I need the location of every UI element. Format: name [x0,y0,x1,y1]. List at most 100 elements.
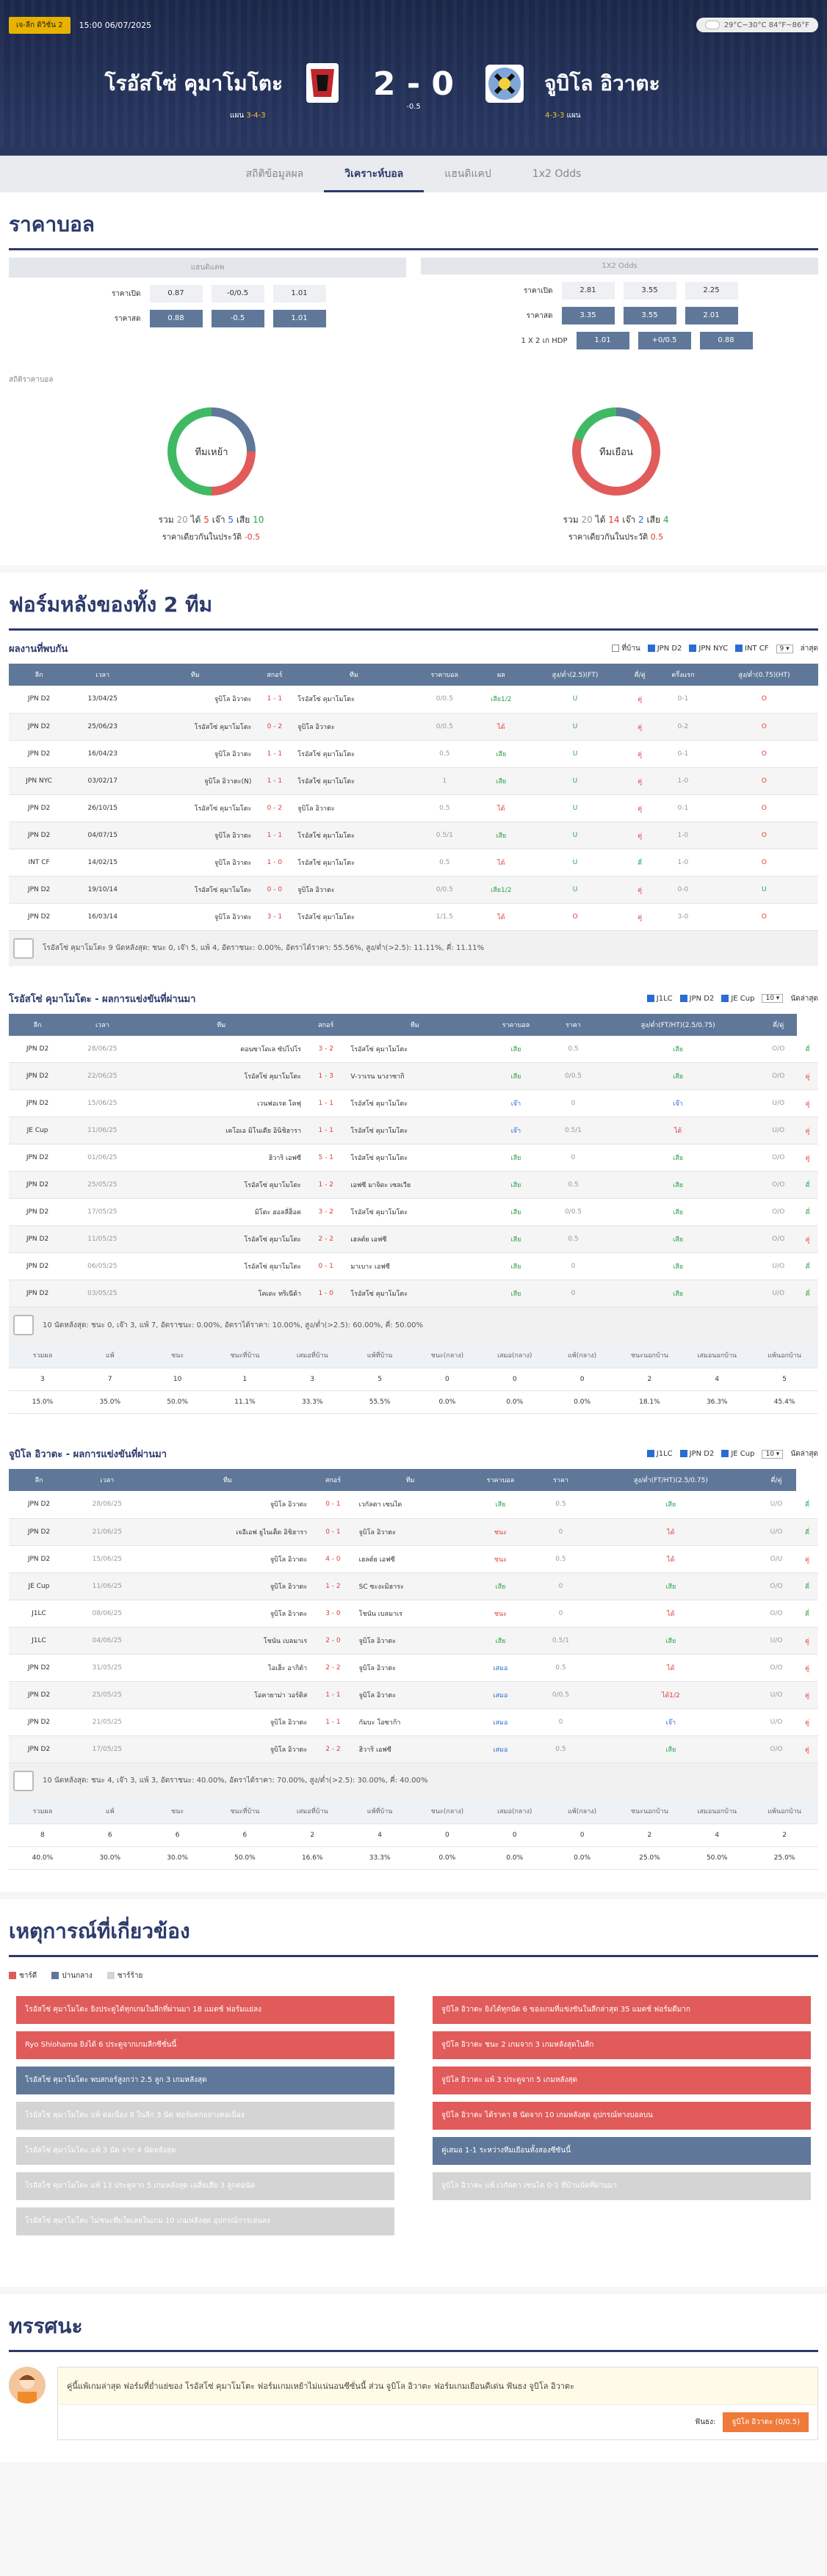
column-header: ราคา [549,1013,597,1036]
filter-jpnd2[interactable]: JPN D2 [679,994,714,1003]
odds-cell[interactable]: 0.88 [149,310,203,327]
filter-home[interactable]: ที่บ้าน [612,643,640,654]
away-team-crest-icon[interactable] [481,60,528,107]
filter-jecup[interactable]: JE Cup [721,994,754,1003]
table-row[interactable]: JPN D2 16/03/14 จูบิโล อิวาตะ 3 - 1 โรอัสโซ่… [9,903,818,931]
odds-cell[interactable]: 1.01 [272,285,326,302]
tab-handicap[interactable]: แฮนดิแคป [444,168,491,180]
table-row[interactable]: JPN D2 03/05/25 โคเดะ ทริเนีต้า 1 - 0 โรอัสโ… [9,1280,818,1307]
event-item[interactable]: จูบิโล อิวาตะ ยิงได้ทุกนัด 6 ของเกมที่แข… [433,1995,811,2024]
table-cell: จูบิโล อิวาตะ [136,821,255,849]
column-header: ลีก [9,1013,67,1036]
event-item[interactable]: โรอัสโซ่ คุมาโมโตะ ไม่ชนะทีมใดเลยในเกม 1… [16,2207,394,2235]
table-row[interactable]: JPN D2 21/05/25 จูบิโล อิวาตะ 1 - 1 กัมบะ โอ… [9,1708,818,1736]
odds-cell[interactable]: -0/0.5 [211,285,264,302]
event-item[interactable]: โรอัสโซ่ คุมาโมโตะ พบสกอร์สูงกว่า 2.5 ลู… [16,2066,394,2094]
odds-cell[interactable]: 1.01 [576,332,629,349]
odds-cell[interactable]: 0.88 [699,332,753,349]
home-recent-table: ลีก เวลา ทีม สกอร์ ทีม ราคาบอล ราคา สูง/ต่ำ(FT/… [9,1013,818,1307]
table-row[interactable]: JPN D2 25/05/25 โรอัสโซ่ คุมาโมโตะ 1 - 2 เอฟ… [9,1171,818,1199]
tab-1x2[interactable]: 1x2 Odds [532,168,582,180]
event-item[interactable]: โรอัสโซ่ คุมาโมโตะ แพ้ 13 ประตูจาก 5 เกม… [16,2172,394,2200]
away-count-select[interactable]: 10 ▾ [762,1449,784,1459]
table-row[interactable]: JPN D2 06/05/25 โรอัสโซ่ คุมาโมโตะ 0 - 1 มาเ… [9,1252,818,1280]
table-row[interactable]: JPN D2 22/06/25 โรอัสโซ่ คุมาโมโตะ 1 - 3 V-ว… [9,1062,818,1090]
h2h-count-select[interactable]: 9 ▾ [776,644,793,653]
filter-jpnnyc[interactable]: JPN NYC [689,645,728,653]
table-cell: คี่ [797,1252,818,1280]
table-row[interactable]: JPN D2 28/06/25 คอนซาโดเล ซัปโปโร 3 - 2 โรอั… [9,1035,818,1063]
odds-cell[interactable]: 3.35 [561,307,615,324]
event-item[interactable]: Ryo Shiohama ยิงได้ 6 ประตูจากเกมลีกซีซั… [16,2031,394,2059]
table-row[interactable]: JE Cup 11/06/25 จูบิโล อิวาตะ 1 - 2 SC ซะงะม… [9,1572,818,1600]
table-row[interactable]: J1LC 04/06/25 โชนัน เบลมาเร 2 - 0 จูบิโล อิว… [9,1627,818,1655]
event-item[interactable]: จูบิโล อิวาตะ แพ้ เวกัลตา เซนได 0-1 ที่บ… [433,2172,811,2200]
table-cell: U/O [759,1280,798,1307]
table-row[interactable]: JE Cup 11/06/25 เคโอเอ มิโนเดีย อินิชิฮารา… [9,1117,818,1144]
table-row[interactable]: INT CF 14/02/15 จูบิโล อิวาตะ 1 - 0 โรอัสโซ่… [9,849,818,877]
table-cell: 0 - 2 [254,794,295,822]
table-cell: 0.5 [536,1654,585,1682]
table-row[interactable]: JPN D2 01/06/25 ฮิวาริ เอฟซี 5 - 1 โรอัสโซ่ … [9,1144,818,1172]
stat-count: 3 [9,1368,76,1391]
odds-cell[interactable]: +0/0.5 [638,332,691,349]
table-cell: 01/06/25 [66,1144,139,1172]
home-team-crest-icon[interactable] [299,60,346,107]
table-row[interactable]: JPN D2 13/04/25 จูบิโล อิวาตะ 1 - 1 โรอัสโซ่… [9,686,818,714]
table-row[interactable]: JPN D2 26/10/15 โรอัสโซ่ คุมาโมโตะ 0 - 2 จูบ… [9,794,818,822]
stat-count: 8 [9,1824,76,1847]
table-cell: โรอัสโซ่ คุมาโมโตะ [138,1062,305,1090]
filter-intcf[interactable]: INT CF [735,645,769,653]
odds-cell[interactable]: 2.81 [561,282,615,300]
event-item[interactable]: โรอัสโซ่ คุมาโมโตะ ยิงประตูได้ทุกเกมในลี… [16,1995,394,2024]
table-row[interactable]: JPN D2 04/07/15 จูบิโล อิวาตะ 1 - 1 โรอัสโซ่… [9,821,818,849]
odds-cell[interactable]: 1.01 [272,310,326,327]
table-row[interactable]: JPN D2 17/05/25 มิโตะ ฮอลลี่ฮ็อค 3 - 2 โรอัส… [9,1198,818,1226]
column-header: ทีม [138,1013,305,1036]
tab-analysis[interactable]: วิเคราะห์บอล [324,156,425,192]
odds-cell[interactable]: 0.87 [149,285,203,302]
event-item[interactable]: จูบิโล อิวาตะ ชนะ 2 เกมจาก 3 เกมหลังสุดใ… [433,2031,811,2059]
league-badge[interactable]: เจ-ลีก ดิวิชั่น 2 [9,16,71,34]
odds-cell[interactable]: 3.55 [623,282,676,300]
filter-j1lc[interactable]: J1LC [646,1450,673,1458]
home-team-name[interactable]: โรอัสโซ่ คุมาโมโตะ [104,71,283,95]
table-row[interactable]: JPN D2 28/06/25 จูบิโล อิวาตะ 0 - 1 เวกัลตา … [9,1491,818,1519]
stat-header: ชนะนอกบ้าน [615,1343,684,1368]
event-item[interactable]: จูบิโล อิวาตะ แพ้ 3 ประตูจาก 5 เกมหลังสุ… [433,2066,811,2094]
table-row[interactable]: JPN D2 25/06/23 โรอัสโซ่ คุมาโมโตะ 0 - 2 จูบ… [9,713,818,741]
stat-header: เสมอที่บ้าน [278,1798,347,1824]
away-team-name[interactable]: จูบิโล อิวาตะ [544,71,660,95]
table-row[interactable]: JPN D2 15/06/25 จูบิโล อิวาตะ 4 - 0 เฮลต์ย เ… [9,1545,818,1573]
table-row[interactable]: JPN D2 17/05/25 จูบิโล อิวาตะ 2 - 2 ฮิวาริ เ… [9,1735,818,1763]
table-cell: 0 [536,1600,585,1628]
table-row[interactable]: JPN D2 15/06/25 เวนฟอเรต โคฟุ 1 - 1 โรอัสโซ่… [9,1089,818,1117]
odds-cell[interactable]: 3.55 [623,307,676,324]
table-cell: 1 - 1 [254,740,295,768]
filter-jpnd2[interactable]: JPN D2 [647,645,682,653]
table-row[interactable]: JPN D2 31/05/25 ไอเฮ็ะ อากิต้า 2 - 2 จูบิโล … [9,1654,818,1682]
odds-cell[interactable]: 2.25 [685,282,738,300]
table-cell: 15/06/25 [69,1545,145,1573]
event-item[interactable]: จูบิโล อิวาตะ ได้ราคา 8 นัดจาก 10 เกมหลั… [433,2101,811,2130]
odds-cell[interactable]: 2.01 [685,307,738,324]
event-item[interactable]: คู่เสมอ 1-1 ระหว่างทีมเยือนทั้งสองซีซันน… [433,2136,811,2165]
odds-cell[interactable]: -0.5 [211,310,264,327]
tab-stats[interactable]: สถิติข้อมูลผล [245,168,304,180]
event-item[interactable]: โรอัสโซ่ คุมาโมโตะ แพ้ 3 นัด จาก 4 นัดหล… [16,2136,394,2165]
table-row[interactable]: JPN D2 11/05/25 โรอัสโซ่ คุมาโมโตะ 2 - 2 เฮล… [9,1225,818,1253]
table-row[interactable]: J1LC 08/06/25 จูบิโล อิวาตะ 3 - 0 โชนัน เบลม… [9,1600,818,1628]
filter-j1lc[interactable]: J1LC [646,994,673,1003]
table-row[interactable]: JPN D2 25/05/25 โอคายาม่า วอร์ติส 1 - 1 จูบิ… [9,1681,818,1709]
table-cell: จูบิโล อิวาตะ [145,1735,311,1763]
filter-jpnd2[interactable]: JPN D2 [679,1450,714,1458]
table-row[interactable]: JPN D2 21/06/25 เจอีเอฟ ยูไนเต็ด อิชิฮารา 0… [9,1518,818,1546]
table-cell: จูบิโล อิวาตะ [355,1654,465,1682]
event-item[interactable]: โรอัสโซ่ คุมาโมโตะ แพ้ ต่อเนื่อง 8 ในลีก… [16,2101,394,2130]
table-row[interactable]: JPN NYC 03/02/17 จูบิโล อิวาตะ(N) 1 - 1 โรอั… [9,767,818,795]
filter-jecup[interactable]: JE Cup [721,1450,754,1458]
home-count-select[interactable]: 10 ▾ [762,994,784,1003]
table-row[interactable]: JPN D2 19/10/14 โรอัสโซ่ คุมาโมโตะ 0 - 0 จูบ… [9,876,818,904]
pick-badge[interactable]: จูบิโล อิวาตะ (0/0.5) [723,2412,809,2432]
table-row[interactable]: JPN D2 16/04/23 จูบิโล อิวาตะ 1 - 1 โรอัสโซ่… [9,740,818,768]
